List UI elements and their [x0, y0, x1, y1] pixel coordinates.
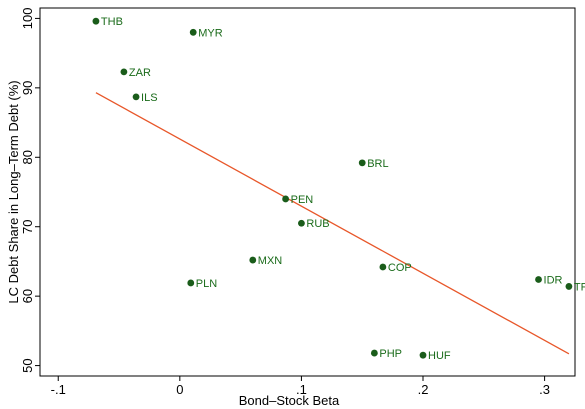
point-label-ils: ILS	[141, 92, 158, 104]
data-point-ils	[132, 93, 140, 101]
y-tick-label: 70	[20, 219, 35, 233]
point-label-brl: BRL	[367, 158, 388, 170]
points-layer	[92, 17, 573, 359]
y-axis: 50 60 70 80 90 100	[20, 8, 40, 373]
point-label-mxn: MXN	[258, 255, 283, 267]
data-point-zar	[120, 68, 128, 76]
y-tick-label: 50	[20, 358, 35, 372]
x-axis-label: Bond–Stock Beta	[239, 393, 340, 408]
x-tick-label: .2	[418, 382, 429, 397]
point-label-zar: ZAR	[129, 67, 151, 79]
x-tick-label: .1	[296, 382, 307, 397]
y-tick-label: 100	[20, 8, 35, 30]
data-point-myr	[189, 28, 197, 36]
fit-line	[95, 92, 570, 355]
point-labels-layer: THB MYR ZAR ILS BRL PEN RUB MXN COP PLN IDR TRY PHP H…	[101, 16, 585, 362]
data-point-thb	[92, 17, 100, 25]
point-label-huf: HUF	[428, 350, 451, 362]
data-point-huf	[419, 351, 427, 359]
data-point-idr	[535, 276, 542, 283]
point-label-pen: PEN	[291, 194, 314, 206]
data-point-mxn	[249, 256, 257, 264]
x-tick-label: -.1	[51, 382, 66, 397]
point-label-php: PHP	[379, 348, 402, 360]
data-point-pln	[187, 279, 195, 287]
x-tick-label: 0	[176, 382, 183, 397]
point-label-cop: COP	[388, 262, 412, 274]
data-point-cop	[379, 263, 387, 271]
data-point-pen	[282, 195, 290, 203]
point-label-idr: IDR	[544, 274, 563, 286]
x-axis: -.1 0 .1 .2 .3	[51, 376, 550, 397]
point-label-thb: THB	[101, 16, 123, 28]
point-label-rub: RUB	[306, 218, 329, 230]
data-point-php	[370, 349, 378, 357]
y-tick-label: 80	[20, 150, 35, 164]
point-label-myr: MYR	[198, 27, 223, 39]
point-label-pln: PLN	[196, 278, 217, 290]
y-tick-label: 60	[20, 289, 35, 303]
data-point-rub	[298, 219, 305, 227]
fit-line-layer	[95, 92, 570, 355]
point-label-try: TRY	[574, 281, 585, 293]
x-tick-label: .3	[539, 382, 550, 397]
y-axis-label: LC Debt Share in Long–Term Debt (%)	[6, 80, 21, 303]
plot-area	[39, 7, 576, 377]
y-tick-label: 90	[20, 81, 35, 95]
data-point-try	[565, 283, 573, 290]
data-point-brl	[358, 159, 366, 167]
